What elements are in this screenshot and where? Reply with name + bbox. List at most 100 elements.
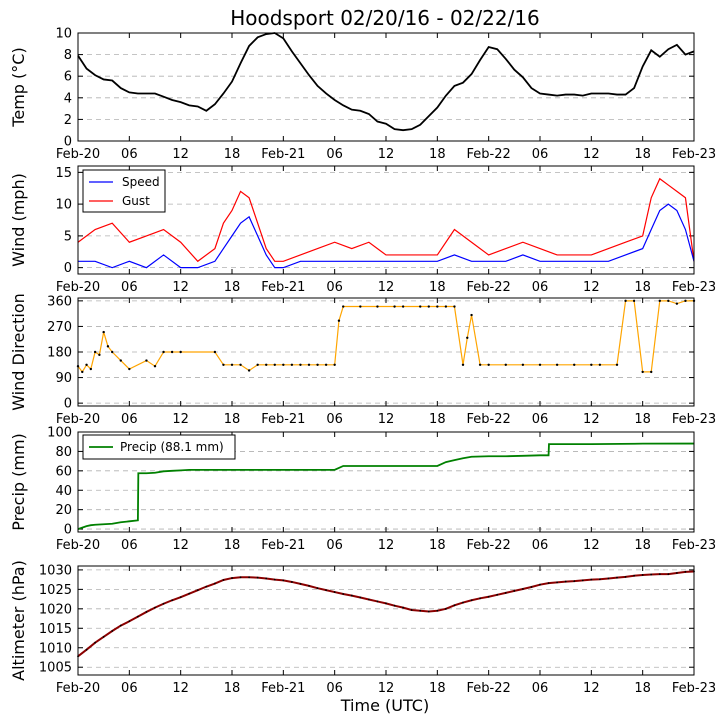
x-tick-label: Feb-20 — [56, 147, 100, 162]
altimeter-point — [402, 606, 405, 609]
y-axis-label: Temp (°C) — [9, 47, 28, 127]
altimeter-point — [444, 607, 447, 610]
x-tick-label: 12 — [172, 280, 189, 295]
altimeter-point — [282, 579, 285, 582]
direction-point — [598, 363, 602, 366]
altimeter-point — [299, 583, 302, 585]
direction-point — [461, 363, 465, 366]
x-tick-label: 06 — [326, 280, 343, 295]
direction-point — [81, 370, 84, 374]
direction-point — [93, 350, 97, 354]
y-tick-label: 1005 — [39, 661, 72, 676]
direction-point — [632, 299, 636, 303]
altimeter-point — [607, 577, 610, 580]
x-tick-label: 12 — [378, 681, 395, 696]
altimeter-point — [248, 576, 251, 579]
altimeter-point — [196, 589, 199, 592]
x-tick-label: Feb-23 — [672, 280, 716, 295]
x-tick-label: Feb-22 — [467, 538, 511, 553]
altimeter-point — [624, 576, 627, 578]
altimeter-point — [393, 604, 396, 607]
direction-point — [419, 305, 422, 308]
x-tick-label: 18 — [224, 681, 241, 696]
direction-point — [401, 305, 405, 308]
altimeter-point — [111, 630, 114, 632]
altimeter-point — [684, 570, 687, 573]
direction-point — [239, 363, 242, 366]
x-axis-label: Time (UTC) — [340, 696, 429, 715]
direction-point — [111, 350, 114, 354]
y-tick-label: 15 — [55, 166, 72, 181]
y-tick-label: 0 — [64, 261, 72, 276]
altimeter-point — [641, 574, 644, 576]
x-tick-label: 06 — [121, 412, 138, 427]
altimeter-point — [188, 592, 191, 595]
altimeter-point — [376, 600, 379, 603]
direction-point — [615, 363, 619, 366]
temperature-line — [77, 32, 695, 132]
direction-point — [555, 363, 559, 366]
x-tick-label: Feb-23 — [672, 412, 716, 427]
x-tick-label: Feb-22 — [467, 681, 511, 696]
x-tick-label: Feb-20 — [56, 280, 100, 295]
direction-point — [538, 363, 542, 366]
plot-frame — [77, 431, 695, 533]
direction-point — [466, 336, 469, 339]
y-tick-label: 1015 — [39, 622, 72, 637]
y-tick-label: 1025 — [39, 583, 72, 598]
altimeter-point — [496, 593, 499, 596]
direction-point — [316, 363, 319, 366]
direction-line — [77, 300, 694, 373]
altimeter-point — [410, 609, 413, 611]
y-tick-label: 8 — [64, 48, 72, 63]
x-tick-label: Feb-22 — [467, 280, 511, 295]
altimeter-point — [667, 573, 670, 576]
altimeter-point — [350, 594, 353, 597]
y-tick-label: 80 — [55, 445, 72, 460]
direction-point — [436, 305, 439, 308]
x-tick-label: Feb-21 — [261, 412, 305, 427]
direction-point — [393, 305, 396, 308]
altimeter-point — [290, 581, 293, 583]
x-tick-label: 18 — [634, 280, 651, 295]
direction-point — [119, 359, 122, 362]
altimeter-point — [504, 591, 507, 594]
panel-temperature: 0 2 4 6 8 10 Feb-20 06 12 18 Feb-21 06 12 18 Feb-22 06 1… — [9, 27, 716, 163]
x-tick-label: Feb-20 — [56, 412, 100, 427]
direction-point — [153, 365, 157, 368]
direction-point — [590, 363, 593, 366]
figure-title: Hoodsport 02/20/16 - 02/22/16 — [230, 6, 540, 30]
altimeter-point — [308, 584, 310, 587]
direction-point — [624, 299, 627, 303]
x-tick-label: 06 — [532, 538, 549, 553]
x-tick-label: 12 — [583, 147, 600, 162]
plot-frame — [77, 32, 695, 142]
altimeter-point — [419, 609, 422, 612]
x-tick-label: 06 — [121, 280, 138, 295]
direction-point — [290, 363, 294, 366]
x-tick-label: 06 — [326, 412, 343, 427]
x-tick-label: 18 — [634, 538, 651, 553]
x-tick-label: 06 — [121, 147, 138, 162]
altimeter-point — [231, 577, 233, 579]
altimeter-point — [590, 578, 593, 581]
x-tick-label: Feb-20 — [56, 681, 100, 696]
altimeter-point — [162, 602, 165, 605]
direction-point — [675, 302, 679, 305]
altimeter-line — [77, 570, 695, 658]
x-tick-label: 18 — [224, 280, 241, 295]
altimeter-point — [333, 591, 336, 593]
direction-point — [222, 363, 225, 366]
x-tick-label: 12 — [583, 538, 600, 553]
x-tick-label: 18 — [429, 681, 446, 696]
x-tick-label: 06 — [326, 681, 343, 696]
direction-point — [282, 363, 285, 366]
x-tick-label: 06 — [532, 681, 549, 696]
altimeter-point — [479, 597, 482, 600]
y-tick-label: 270 — [47, 320, 72, 335]
x-tick-label: 18 — [634, 147, 651, 162]
direction-point — [487, 363, 490, 366]
altimeter-point — [530, 586, 533, 588]
x-tick-label: 12 — [583, 681, 600, 696]
